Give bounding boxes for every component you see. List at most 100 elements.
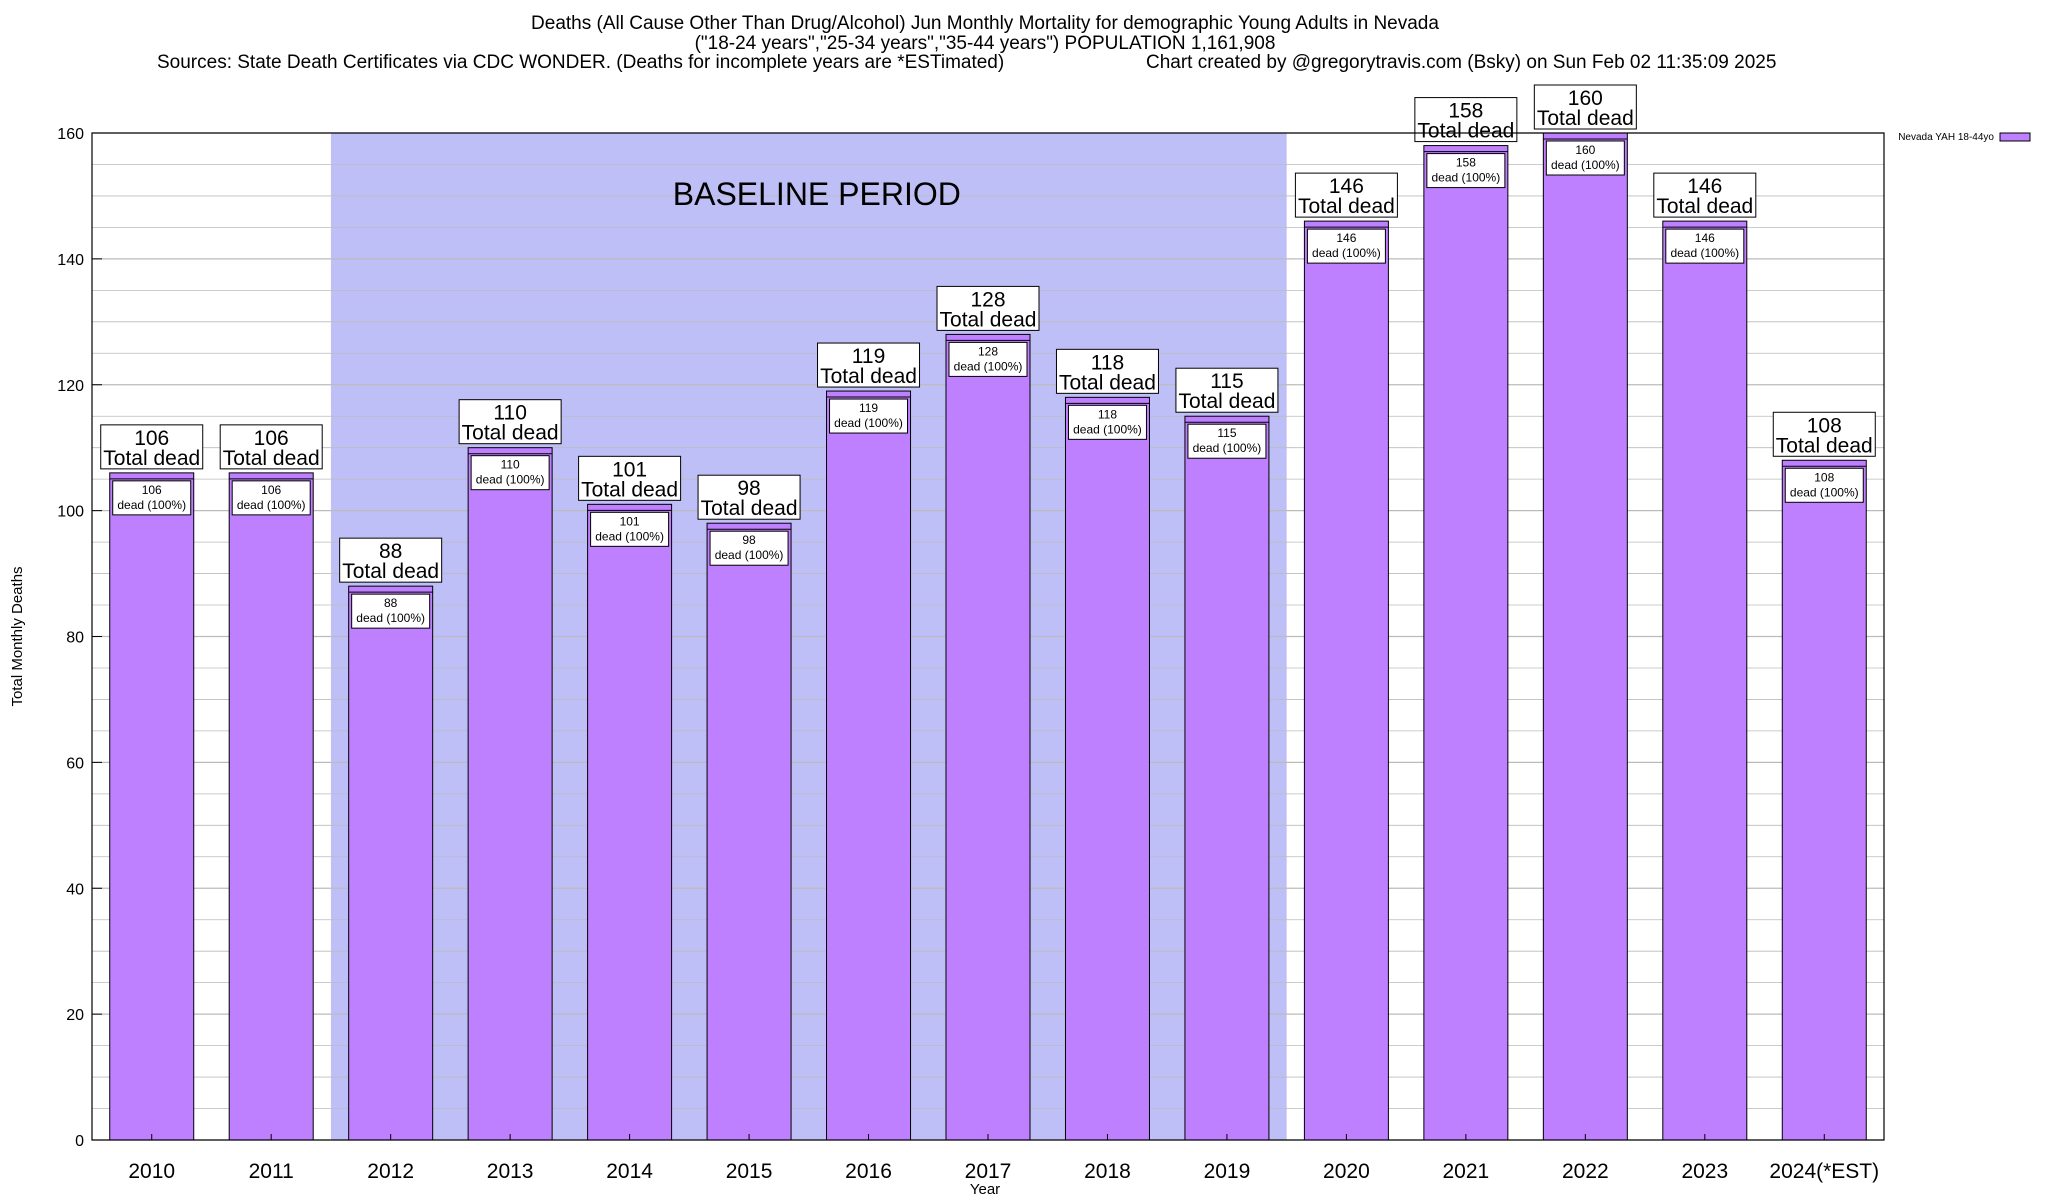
x-tick-label: 2021 xyxy=(1443,1160,1490,1183)
bar-2024(*EST) xyxy=(1781,459,1867,1141)
inner-label-text: dead (100%) xyxy=(954,359,1023,373)
total-label-value: 146 xyxy=(1329,175,1364,198)
total-label-value: 106 xyxy=(254,427,289,450)
bar-2022 xyxy=(1542,132,1628,1141)
total-label-box xyxy=(219,424,323,470)
x-tick-label: 2020 xyxy=(1323,1160,1370,1183)
total-label-value: 110 xyxy=(493,402,526,425)
bar-2012 xyxy=(348,585,434,1141)
total-label-box xyxy=(1294,172,1398,218)
inner-label-box xyxy=(1784,467,1864,503)
total-label-box xyxy=(1414,97,1518,143)
bar-2010 xyxy=(109,472,195,1141)
bar-2020 xyxy=(1303,220,1389,1141)
inner-label-value: 115 xyxy=(1217,426,1236,440)
x-tick-label: 2023 xyxy=(1681,1160,1728,1183)
total-label-text: Total dead xyxy=(223,447,320,470)
total-label-text: Total dead xyxy=(462,422,559,445)
total-label-box xyxy=(458,399,562,445)
inner-label-value: 108 xyxy=(1814,470,1834,484)
inner-label-box xyxy=(112,480,192,516)
total-label-value: 119 xyxy=(852,345,885,368)
chart-sources: Sources: State Death Certificates via CD… xyxy=(157,52,1005,73)
y-axis-label: Total Monthly Deaths xyxy=(9,566,26,706)
inner-label-text: dead (100%) xyxy=(595,529,664,543)
total-label-value: 106 xyxy=(134,427,169,450)
chart-credit: Chart created by @gregorytravis.com (Bsk… xyxy=(1146,52,1777,73)
y-tick-label: 100 xyxy=(57,504,84,521)
inner-label-text: dead (100%) xyxy=(117,498,186,512)
bar-2015 xyxy=(706,522,792,1141)
inner-label-box xyxy=(948,341,1028,377)
total-label-value: 160 xyxy=(1568,87,1603,110)
inner-label-value: 106 xyxy=(142,483,162,497)
x-axis-label: Year xyxy=(970,1181,1000,1198)
total-label-text: Total dead xyxy=(1537,107,1634,130)
bar-2017 xyxy=(945,333,1031,1141)
total-label-box xyxy=(1653,172,1757,218)
total-label-text: Total dead xyxy=(1298,195,1395,218)
total-label-text: Total dead xyxy=(940,308,1037,331)
total-label-box xyxy=(1533,84,1637,130)
x-tick-label: 2017 xyxy=(965,1160,1012,1183)
inner-label-value: 98 xyxy=(742,533,756,547)
x-tick-label: 2019 xyxy=(1204,1160,1251,1183)
total-label-box xyxy=(339,537,443,583)
total-label-value: 128 xyxy=(970,288,1005,311)
total-label-text: Total dead xyxy=(1776,434,1873,457)
inner-label-text: dead (100%) xyxy=(1073,422,1142,436)
legend-label: Nevada YAH 18-44yo xyxy=(1898,132,1994,143)
chart-title-line-1: Deaths (All Cause Other Than Drug/Alcoho… xyxy=(531,13,1439,34)
inner-label-text: dead (100%) xyxy=(1670,246,1739,260)
y-tick-label: 140 xyxy=(57,252,84,269)
total-label-box xyxy=(817,342,921,388)
inner-label-box xyxy=(1187,423,1267,459)
y-tick-label: 160 xyxy=(57,126,84,143)
total-label-text: Total dead xyxy=(581,478,678,501)
x-tick-label: 2010 xyxy=(128,1160,175,1183)
inner-label-box xyxy=(1306,228,1386,264)
legend-swatch xyxy=(1999,132,2031,142)
inner-label-text: dead (100%) xyxy=(1312,246,1381,260)
total-label-box xyxy=(1772,411,1876,457)
inner-label-value: 88 xyxy=(384,596,398,610)
total-label-value: 101 xyxy=(612,458,647,481)
inner-label-box xyxy=(829,398,909,434)
bar-2016 xyxy=(826,390,912,1141)
inner-label-value: 101 xyxy=(620,514,640,528)
inner-label-text: dead (100%) xyxy=(1790,485,1859,499)
bar-2013 xyxy=(467,447,553,1141)
inner-label-value: 158 xyxy=(1456,156,1476,170)
inner-label-value: 160 xyxy=(1575,143,1595,157)
inner-label-box xyxy=(1426,153,1506,189)
inner-label-text: dead (100%) xyxy=(476,473,545,487)
total-label-box xyxy=(100,424,204,470)
chart-title-line-2: ("18-24 years","25-34 years","35-44 year… xyxy=(694,33,1276,54)
inner-label-box xyxy=(590,511,670,547)
inner-label-box xyxy=(231,480,311,516)
inner-label-value: 118 xyxy=(1098,407,1117,421)
total-label-box xyxy=(578,455,682,501)
inner-label-value: 146 xyxy=(1695,231,1715,245)
total-label-box xyxy=(1175,367,1279,413)
inner-label-text: dead (100%) xyxy=(1193,441,1262,455)
inner-label-text: dead (100%) xyxy=(356,611,425,625)
x-tick-label: 2015 xyxy=(726,1160,773,1183)
x-tick-label: 2011 xyxy=(249,1160,294,1183)
bar-2023 xyxy=(1662,220,1748,1141)
x-tick-label: 2016 xyxy=(845,1160,892,1183)
total-label-value: 115 xyxy=(1210,370,1243,393)
inner-label-text: dead (100%) xyxy=(1432,171,1501,185)
x-tick-label: 2012 xyxy=(367,1160,414,1183)
baseline-period-label: BASELINE PERIOD xyxy=(673,176,961,212)
y-tick-label: 60 xyxy=(66,755,84,772)
x-tick-label: 2024(*EST) xyxy=(1769,1160,1879,1183)
inner-label-value: 146 xyxy=(1336,231,1356,245)
total-label-value: 108 xyxy=(1807,414,1842,437)
inner-label-value: 128 xyxy=(978,344,998,358)
bar-2018 xyxy=(1064,396,1150,1141)
total-label-text: Total dead xyxy=(701,497,798,520)
y-tick-label: 80 xyxy=(66,630,84,647)
total-label-text: Total dead xyxy=(1417,120,1514,143)
